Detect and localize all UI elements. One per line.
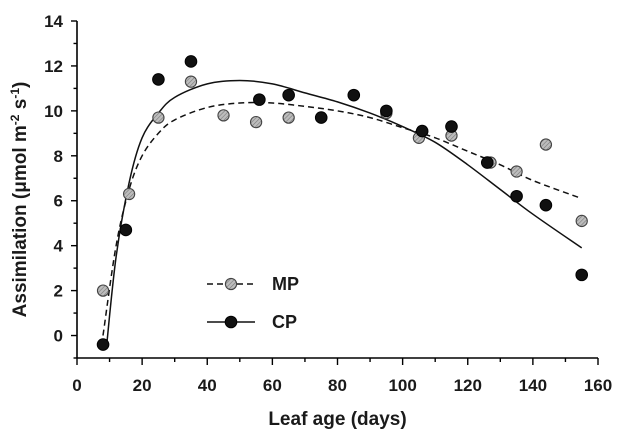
data-point-cp	[282, 88, 295, 102]
y-tick-label: 2	[54, 282, 63, 301]
y-tick-label: 8	[54, 147, 63, 166]
data-point-mp	[184, 75, 198, 88]
x-tick-label: 60	[263, 376, 282, 395]
legend-marker-cp	[224, 315, 238, 329]
data-point-cp	[445, 120, 458, 133]
fit-curve-mp	[102, 101, 582, 336]
data-points	[96, 55, 589, 351]
data-point-cp	[575, 268, 589, 282]
data-point-cp	[314, 111, 328, 124]
fit-curves	[102, 79, 583, 350]
data-point-cp	[510, 189, 523, 203]
y-tick-label: 10	[44, 102, 63, 121]
data-point-mp	[510, 165, 523, 178]
legend-label-mp: MP	[272, 274, 299, 294]
data-point-mp	[152, 111, 165, 124]
x-axis-title: Leaf age (days)	[268, 409, 406, 430]
data-point-mp	[122, 187, 136, 201]
x-tick-label: 100	[388, 376, 416, 395]
data-point-cp	[415, 124, 429, 138]
legend-marker-mp	[224, 277, 238, 291]
data-point-cp	[119, 223, 133, 237]
legend: MP CP	[207, 274, 299, 332]
x-tick-label: 140	[519, 376, 547, 395]
x-tick-label: 0	[72, 376, 81, 395]
data-point-cp	[96, 338, 110, 351]
legend-item-mp: MP	[207, 274, 299, 294]
data-point-cp	[480, 156, 494, 169]
fit-curve-cp	[105, 79, 583, 350]
data-point-mp	[217, 109, 230, 122]
x-tick-label: 160	[584, 376, 612, 395]
data-point-cp	[152, 73, 165, 86]
x-tick-label: 20	[133, 376, 152, 395]
y-tick-label: 4	[54, 237, 64, 256]
data-point-cp	[539, 198, 553, 212]
data-point-mp	[282, 111, 295, 124]
y-tick-label: 12	[44, 57, 63, 76]
data-point-cp	[347, 88, 361, 102]
data-point-cp	[253, 93, 266, 106]
data-point-mp	[249, 115, 263, 129]
x-tick-label: 120	[454, 376, 482, 395]
data-point-cp	[184, 55, 198, 68]
legend-item-cp: CP	[207, 312, 297, 332]
y-axis-title: Assimilation (μmol m-2 s-1)	[8, 82, 31, 318]
x-tick-label: 40	[198, 376, 217, 395]
data-point-mp	[575, 214, 588, 228]
data-point-mp	[96, 284, 110, 297]
data-point-cp	[380, 104, 393, 118]
y-tick-label: 0	[54, 327, 63, 346]
legend-label-cp: CP	[272, 312, 297, 332]
y-tick-label: 6	[54, 192, 63, 211]
x-tick-label: 80	[328, 376, 347, 395]
data-point-mp	[539, 138, 553, 151]
y-tick-label: 14	[44, 12, 63, 31]
